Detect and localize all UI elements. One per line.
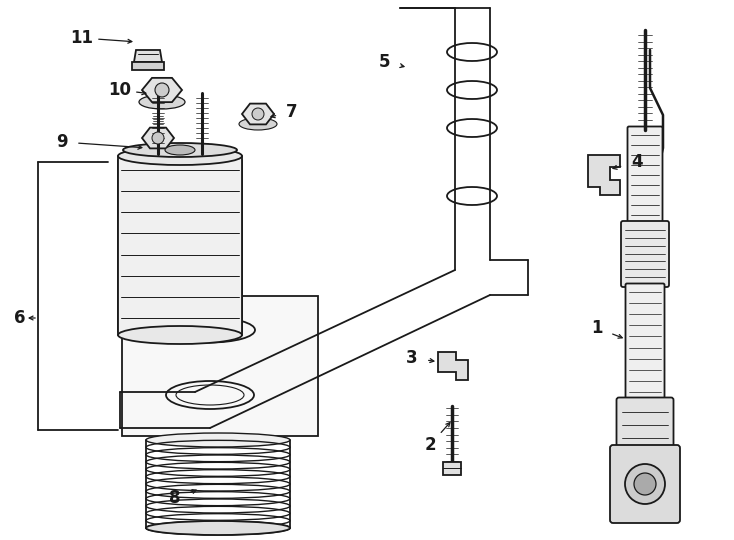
Text: 6: 6 [14, 309, 26, 327]
Ellipse shape [146, 521, 290, 535]
Circle shape [152, 132, 164, 144]
Text: 3: 3 [406, 349, 418, 367]
Text: 10: 10 [109, 81, 131, 99]
Text: 8: 8 [170, 489, 181, 507]
Text: 7: 7 [286, 103, 298, 121]
Ellipse shape [146, 521, 290, 535]
Ellipse shape [118, 326, 242, 344]
Polygon shape [134, 50, 162, 62]
Text: 4: 4 [631, 153, 643, 171]
Polygon shape [242, 104, 274, 124]
Circle shape [252, 108, 264, 120]
FancyBboxPatch shape [610, 445, 680, 523]
Ellipse shape [165, 145, 195, 155]
Text: 5: 5 [379, 53, 390, 71]
Bar [122, 296, 318, 436]
Ellipse shape [123, 143, 237, 157]
Ellipse shape [139, 95, 185, 109]
Ellipse shape [146, 433, 290, 447]
FancyBboxPatch shape [625, 284, 664, 402]
Circle shape [634, 473, 656, 495]
Polygon shape [438, 352, 468, 380]
Polygon shape [142, 78, 182, 102]
Polygon shape [588, 155, 620, 195]
Text: 1: 1 [592, 319, 603, 337]
Bar [132, 62, 164, 70]
Text: 11: 11 [70, 29, 93, 47]
FancyBboxPatch shape [628, 126, 663, 225]
Text: 9: 9 [57, 133, 68, 151]
FancyBboxPatch shape [617, 397, 674, 450]
Text: 2: 2 [424, 436, 436, 454]
Circle shape [625, 464, 665, 504]
FancyBboxPatch shape [621, 221, 669, 287]
Bar [443, 462, 461, 475]
Circle shape [155, 83, 169, 97]
Ellipse shape [118, 147, 242, 165]
FancyBboxPatch shape [118, 156, 242, 335]
Ellipse shape [239, 118, 277, 130]
Polygon shape [142, 127, 174, 149]
